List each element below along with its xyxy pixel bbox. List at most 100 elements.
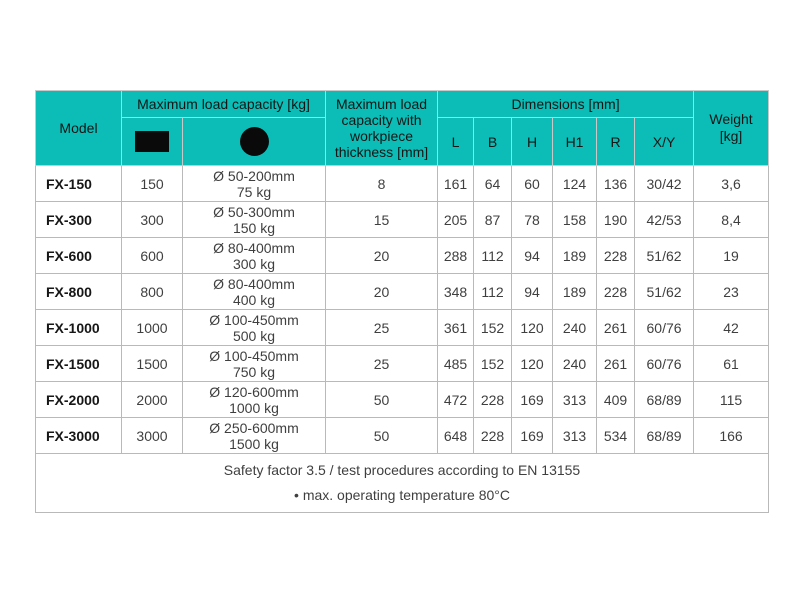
flat-load-cell: 600 [121,237,183,274]
spec-table: Model Maximum load capacity [kg] Maximum… [34,90,770,513]
round-diameter: Ø 250-600mm [209,419,299,436]
round-capacity: 1500 kg [229,435,279,452]
model-cell: FX-3000 [35,417,122,454]
dim-l-cell: 288 [437,237,475,274]
thickness-cell: 25 [325,309,439,346]
dim-b-cell: 87 [473,201,513,238]
dim-r-cell: 409 [596,381,636,418]
model-cell: FX-1500 [35,345,122,382]
dim-h1-cell: 240 [552,309,598,346]
model-cell: FX-300 [35,201,122,238]
dim-xy-cell: 68/89 [634,381,695,418]
dim-b-cell: 228 [473,381,513,418]
header-max-load: Maximum load capacity [kg] [120,90,327,118]
dim-h-cell: 78 [511,201,554,238]
flat-load-cell: 1000 [121,309,183,346]
weight-cell: 8,4 [693,201,770,238]
table-row: FX-300 300 Ø 50-300mm 150 kg 15 205 87 78… [35,201,770,238]
dim-r-cell: 534 [596,417,636,454]
table-row: FX-800 800 Ø 80-400mm 400 kg 20 348 112 9… [35,273,770,310]
thickness-cell: 20 [325,273,439,310]
thickness-cell: 8 [325,165,439,202]
dim-xy-cell: 60/76 [634,345,695,382]
dim-h1-cell: 189 [552,237,598,274]
dim-xy-cell: 60/76 [634,309,695,346]
dim-b-cell: 152 [473,309,513,346]
dim-h1-cell: 313 [552,417,598,454]
header-row-sub: L B H H1 R X/Y [36,117,769,166]
dim-xy-cell: 51/62 [634,273,695,310]
flat-load-cell: 1500 [121,345,183,382]
header-weight: Weight [kg] [693,90,770,166]
table-row: FX-600 600 Ø 80-400mm 300 kg 20 288 112 9… [35,237,770,274]
header-dim-b: B [473,117,513,166]
table-row: FX-1000 1000 Ø 100-450mm 500 kg 25 361 15… [35,309,770,346]
dim-l-cell: 205 [437,201,475,238]
round-load-cell: Ø 80-400mm 300 kg [181,237,327,274]
rectangle-icon [135,131,169,152]
dim-xy-cell: 68/89 [634,417,695,454]
header-row-top: Model Maximum load capacity [kg] Maximum… [35,90,770,166]
round-capacity: 150 kg [232,219,276,236]
round-diameter: Ø 80-400mm [213,239,295,256]
dim-l-cell: 361 [437,309,475,346]
dim-b-cell: 228 [473,417,513,454]
dim-h1-cell: 158 [552,201,598,238]
dim-h-cell: 60 [511,165,554,202]
table-footer: Safety factor 3.5 / test procedures acco… [34,453,770,513]
dim-h1-cell: 124 [552,165,598,202]
round-load-cell: Ø 100-450mm 750 kg [181,345,327,382]
footer-row: Safety factor 3.5 / test procedures acco… [34,453,770,513]
dim-b-cell: 112 [473,273,513,310]
thickness-cell: 25 [325,345,439,382]
dim-r-cell: 228 [596,273,636,310]
round-diameter: Ø 50-200mm [213,167,295,184]
thickness-cell: 15 [325,201,439,238]
header-max-load-workpiece: Maximum load capacity with workpiece thi… [325,90,439,166]
table-row: FX-1500 1500 Ø 100-450mm 750 kg 25 485 15… [35,345,770,382]
header-dim-h1: H1 [552,117,598,166]
dim-h1-cell: 240 [552,345,598,382]
header-dim-r: R [596,117,636,166]
flat-load-cell: 2000 [121,381,183,418]
dim-r-cell: 228 [596,237,636,274]
model-cell: FX-2000 [35,381,122,418]
round-material-cell [181,117,327,166]
flat-load-cell: 3000 [121,417,183,454]
header-model: Model [35,90,122,166]
dim-h1-cell: 189 [552,273,598,310]
dim-b-cell: 112 [473,237,513,274]
round-load-cell: Ø 120-600mm 1000 kg [181,381,327,418]
thickness-cell: 50 [325,417,439,454]
table-row: FX-150 150 Ø 50-200mm 75 kg 8 161 64 60 1… [35,165,770,202]
dim-l-cell: 485 [437,345,475,382]
round-diameter: Ø 80-400mm [213,275,295,292]
dim-r-cell: 136 [596,165,636,202]
model-cell: FX-1000 [35,309,122,346]
thickness-cell: 50 [325,381,439,418]
dim-h-cell: 94 [511,273,554,310]
weight-cell: 166 [693,417,770,454]
dim-b-cell: 64 [473,165,513,202]
dim-h-cell: 169 [511,381,554,418]
round-load-cell: Ø 50-300mm 150 kg [181,201,327,238]
dim-h1-cell: 313 [552,381,598,418]
dim-h-cell: 169 [511,417,554,454]
round-diameter: Ø 50-300mm [213,203,295,220]
round-capacity: 750 kg [232,363,276,380]
dim-h-cell: 94 [511,237,554,274]
round-load-cell: Ø 80-400mm 400 kg [181,273,327,310]
dim-l-cell: 348 [437,273,475,310]
weight-cell: 3,6 [693,165,770,202]
round-diameter: Ø 100-450mm [209,311,299,328]
weight-cell: 23 [693,273,770,310]
dim-l-cell: 472 [437,381,475,418]
round-capacity: 500 kg [232,327,276,344]
round-capacity: 400 kg [232,291,276,308]
round-capacity: 75 kg [236,183,272,200]
dim-xy-cell: 42/53 [634,201,695,238]
round-load-cell: Ø 50-200mm 75 kg [181,165,327,202]
dim-l-cell: 648 [437,417,475,454]
model-cell: FX-800 [35,273,122,310]
